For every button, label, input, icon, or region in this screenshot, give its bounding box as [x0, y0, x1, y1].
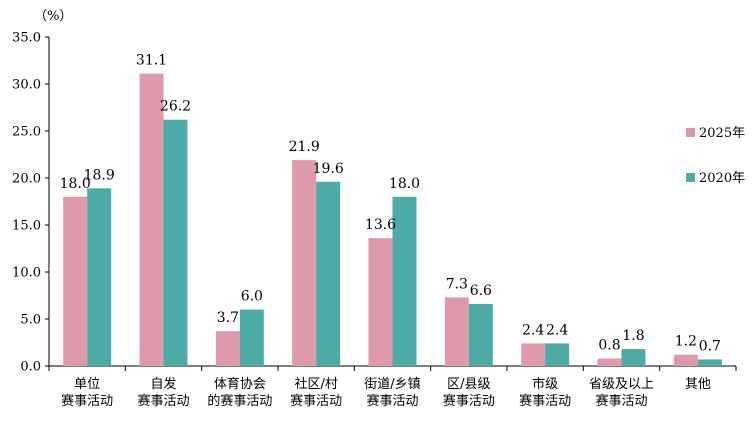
bar-value-label: 18.9 — [84, 167, 115, 183]
bar-value-label: 1.2 — [675, 334, 697, 350]
bar-value-label: 6.0 — [241, 289, 263, 305]
category-label: 单位赛事活动 — [61, 377, 113, 409]
y-tick-label: 10.0 — [12, 266, 41, 281]
y-tick-label: 30.0 — [12, 78, 41, 93]
y-tick-label: 0.0 — [20, 360, 41, 375]
bar-value-label: 13.6 — [365, 217, 396, 233]
bar-value-label: 7.3 — [446, 276, 468, 292]
bar-series-2 — [163, 119, 188, 366]
bar-series-1 — [444, 297, 469, 366]
category-label: 市级赛事活动 — [519, 376, 571, 409]
bar-series-2 — [87, 188, 112, 366]
bar-series-1 — [521, 343, 546, 366]
y-tick-label: 35.0 — [12, 31, 41, 46]
bar-series-1 — [139, 73, 164, 366]
category-label: 体育协会的赛事活动 — [207, 376, 272, 409]
bar-value-label: 3.7 — [217, 310, 239, 326]
bar-value-label: 21.9 — [289, 139, 320, 155]
bar-series-1 — [63, 196, 88, 366]
category-labels-group: 单位赛事活动自发赛事活动体育协会的赛事活动社区/村赛事活动街道/乡镇赛事活动区/… — [61, 376, 711, 409]
bar-series-1 — [215, 331, 240, 366]
bar-series-2 — [316, 181, 341, 366]
bar-series-2 — [697, 359, 722, 366]
bar-value-label: 6.6 — [470, 283, 492, 299]
y-axis: 0.0 5.0 10.0 15.0 20.0 25.0 30.0 35.0 — [12, 31, 50, 375]
y-axis-unit-label: （%） — [34, 9, 72, 24]
bars-group — [63, 73, 722, 366]
bar-value-label: 0.7 — [699, 338, 721, 354]
category-label: 其他 — [685, 377, 711, 392]
bar-series-2 — [392, 196, 417, 366]
y-tick-label: 15.0 — [12, 219, 41, 234]
bar-value-label: 0.8 — [598, 337, 620, 353]
bar-value-label: 2.4 — [546, 322, 568, 338]
category-label: 街道/乡镇赛事活动 — [364, 377, 420, 409]
y-tick-label: 5.0 — [20, 313, 41, 328]
category-label: 省级及以上赛事活动 — [589, 377, 654, 409]
legend: 2025年 2020年 — [686, 126, 745, 186]
bar-series-1 — [597, 358, 622, 366]
bar-series-1 — [368, 238, 393, 366]
bar-value-label: 18.0 — [389, 176, 420, 192]
category-label: 区/县级赛事活动 — [443, 377, 495, 409]
bar-value-label: 26.2 — [160, 99, 191, 115]
bar-value-label: 19.6 — [313, 161, 344, 177]
legend-swatch — [686, 173, 695, 182]
category-label: 自发赛事活动 — [137, 376, 189, 409]
x-axis — [48, 365, 737, 371]
bar-value-label: 18.0 — [60, 176, 91, 192]
legend-swatch — [686, 128, 695, 137]
bar-series-2 — [545, 343, 570, 366]
y-tick-label: 25.0 — [12, 125, 41, 140]
y-tick-label: 20.0 — [12, 172, 41, 187]
legend-label: 2025年 — [699, 126, 745, 141]
bar-value-label: 31.1 — [136, 53, 167, 69]
bar-value-label: 1.8 — [622, 328, 644, 344]
bar-series-2 — [621, 349, 646, 366]
bar-series-1 — [292, 160, 317, 366]
bar-series-2 — [239, 309, 264, 366]
category-label: 社区/村赛事活动 — [290, 376, 342, 409]
value-labels-group: 18.018.931.126.23.76.021.919.613.618.07.… — [60, 53, 721, 355]
bar-series-1 — [673, 354, 698, 366]
legend-label: 2020年 — [699, 171, 745, 186]
bar-series-2 — [468, 303, 493, 366]
bar-value-label: 2.4 — [522, 322, 544, 338]
